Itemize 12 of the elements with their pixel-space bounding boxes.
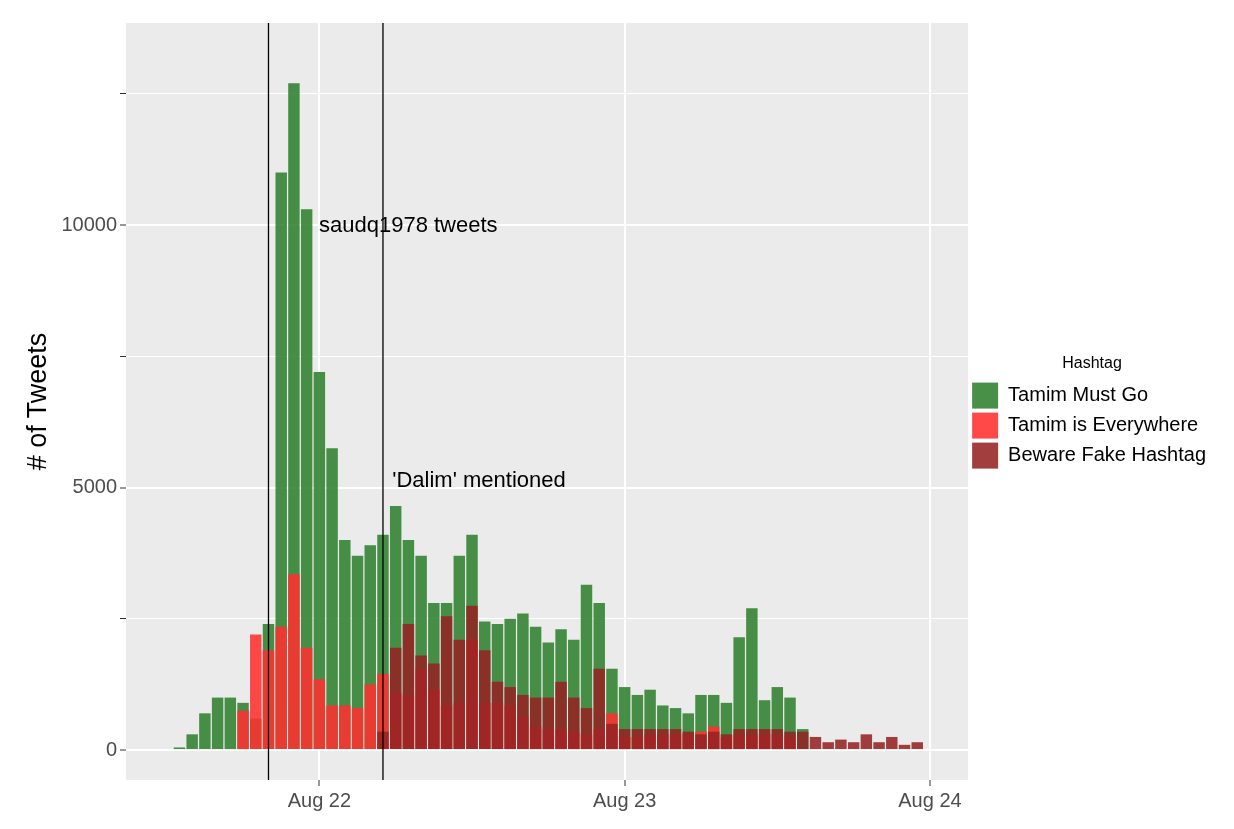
y-tick-label: 10000: [61, 212, 118, 235]
x-tick-label: Aug 24: [898, 788, 962, 811]
y-tick-label: 5000: [72, 475, 118, 498]
legend-label: Tamim Must Go: [1008, 383, 1149, 406]
legend-title: Hashtag: [1062, 353, 1122, 371]
annotation: 'Dalim' mentioned: [392, 467, 566, 493]
legend-label: Tamim is Everywhere: [1008, 413, 1199, 436]
x-tick-label: Aug 23: [592, 788, 657, 811]
y-axis-title: # of Tweets: [21, 332, 52, 471]
x-tick-label: Aug 22: [287, 788, 352, 811]
legend-label: Beware Fake Hashtag: [1008, 443, 1207, 466]
y-tick-label: 0: [105, 737, 118, 760]
